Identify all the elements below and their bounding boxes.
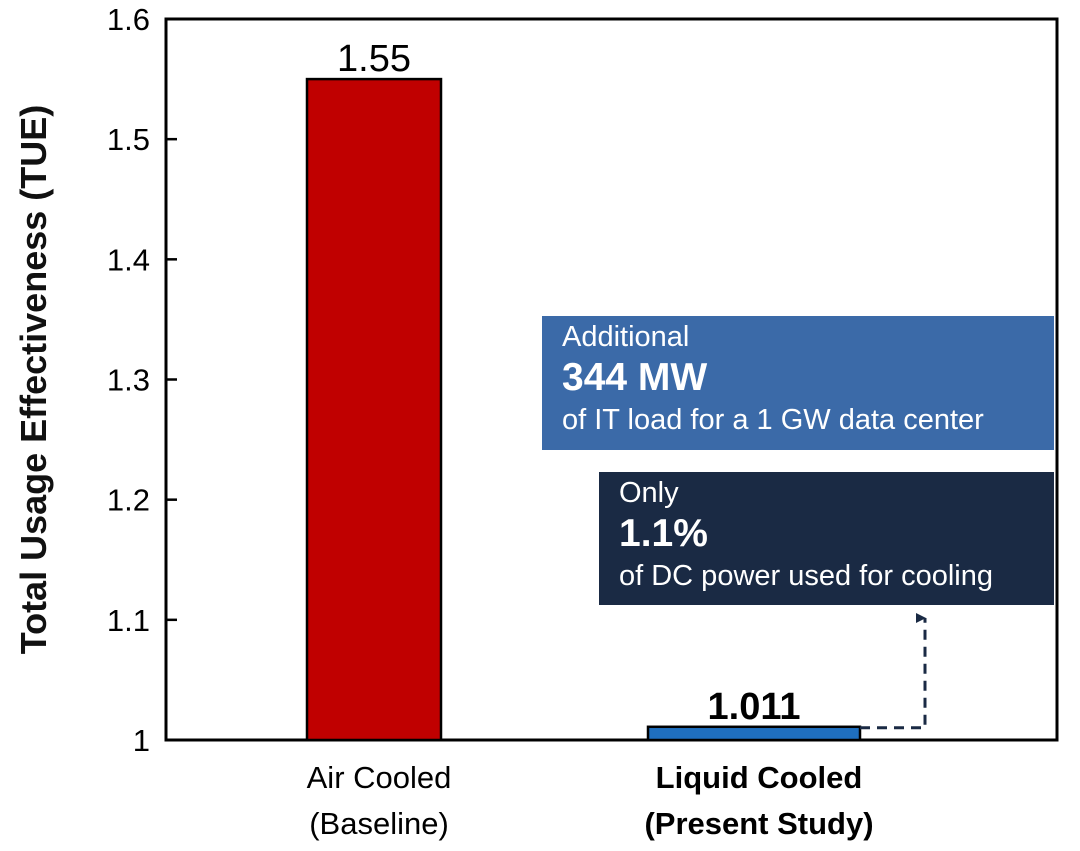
callout-it-line1: Additional xyxy=(562,321,690,353)
callout-cooling-line1: Only xyxy=(619,477,679,509)
callout-connector-arrow xyxy=(860,613,927,730)
y-tick-label: 1 xyxy=(133,723,150,758)
y-tick-label: 1.1 xyxy=(107,603,150,638)
callout-it-value: 344 MW xyxy=(562,356,708,399)
callout-it-line3: of IT load for a 1 GW data center xyxy=(562,404,984,436)
y-tick-label: 1.5 xyxy=(107,122,150,157)
category-label-line1: Liquid Cooled xyxy=(656,760,863,795)
category-label-line2: (Baseline) xyxy=(309,806,449,841)
additional-it-load-callout: Additional 344 MW of IT load for a 1 GW … xyxy=(542,316,1054,450)
bar xyxy=(646,725,862,742)
y-tick-label: 1.2 xyxy=(107,483,150,518)
y-tick-label: 1.6 xyxy=(107,2,150,37)
bar-data-label: 1.55 xyxy=(337,38,411,80)
callout-cooling-value: 1.1% xyxy=(619,512,708,555)
bar xyxy=(305,77,443,742)
bar-data-label: 1.011 xyxy=(708,686,801,728)
cooling-power-callout: Only 1.1% of DC power used for cooling xyxy=(599,472,1054,605)
y-axis-label: Total Usage Effectiveness (TUE) xyxy=(13,105,54,654)
y-tick-label: 1.4 xyxy=(107,242,150,277)
callout-cooling-line3: of DC power used for cooling xyxy=(619,560,993,592)
y-tick-label: 1.3 xyxy=(107,363,150,398)
category-label-line2: (Present Study) xyxy=(644,806,873,841)
category-label-line1: Air Cooled xyxy=(307,760,452,795)
